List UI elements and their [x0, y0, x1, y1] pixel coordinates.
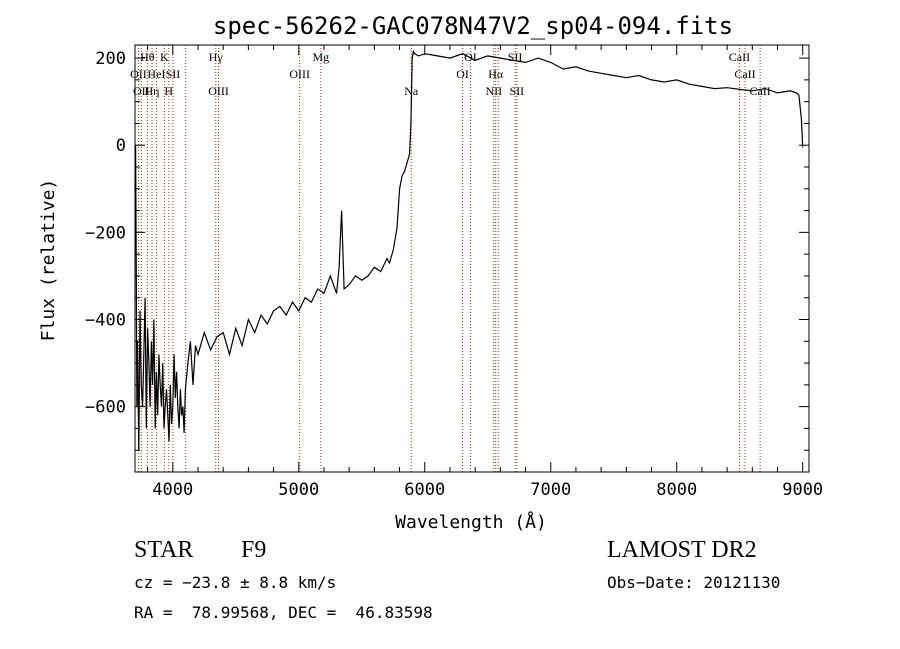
y-tick-label: −400 [85, 311, 126, 331]
line-marker-label: Hγ [209, 50, 224, 64]
spectrum-line [134, 49, 804, 451]
x-tick-label: 6000 [404, 480, 445, 500]
spectrum-trace [134, 49, 804, 451]
chart-title: spec-56262-GAC078N47V2_sp04-094.fits [213, 12, 733, 40]
x-axis-label: Wavelength (Å) [395, 511, 547, 533]
line-marker-label: HeI [147, 67, 165, 81]
line-marker-label: H [164, 84, 173, 98]
line-marker-label: NII [485, 84, 502, 98]
line-marker-label: Hα [488, 67, 504, 81]
observation-date: Obs−Date: 20121130 [607, 573, 781, 592]
line-marker-label: Hθ [140, 50, 155, 64]
x-tick-label: 7000 [530, 480, 571, 500]
x-axis: 4000 5000 6000 7000 8000 9000 [147, 45, 823, 500]
survey-name: LAMOST DR2 [607, 537, 757, 563]
velocity-readout: cz = −23.8 ± 8.8 km/s [134, 573, 337, 592]
line-marker-label: OI [456, 67, 469, 81]
y-tick-label: 200 [95, 49, 126, 69]
spectral-line-markers: OIIOIIHθHηHeIKHSIIHγOIIIOIIIMgNaOIOINIIH… [130, 45, 771, 472]
y-tick-label: −600 [85, 398, 126, 418]
x-tick-label: 8000 [656, 480, 697, 500]
y-tick-label: 0 [116, 136, 126, 156]
x-tick-label: 5000 [278, 480, 319, 500]
line-marker-label: OIII [208, 84, 229, 98]
line-marker-label: Mg [312, 50, 329, 64]
y-axis-label: Flux (relative) [38, 179, 59, 342]
line-marker-label: SII [510, 84, 525, 98]
plot-frame [134, 44, 810, 473]
line-marker-label: OII [130, 67, 147, 81]
x-tick-label: 9000 [782, 480, 823, 500]
line-marker-label: CaII [734, 67, 755, 81]
line-marker-label: SII [166, 67, 181, 81]
coordinates-readout: RA = 78.99568, DEC = 46.83598 [134, 603, 433, 622]
line-marker-label: OI [464, 50, 477, 64]
spectral-subclass: F9 [241, 537, 267, 563]
object-class: STAR [134, 537, 194, 563]
line-marker-label: OII [133, 84, 150, 98]
line-marker-label: OIII [289, 67, 310, 81]
y-axis: −600 −400 −200 0 200 [85, 49, 809, 451]
line-marker-label: K [160, 50, 169, 64]
line-marker-label: Hη [145, 84, 160, 98]
line-marker-label: CaII [729, 50, 750, 64]
line-marker-label: CaII [749, 84, 770, 98]
y-tick-label: −200 [85, 223, 126, 243]
x-tick-label: 4000 [152, 480, 193, 500]
